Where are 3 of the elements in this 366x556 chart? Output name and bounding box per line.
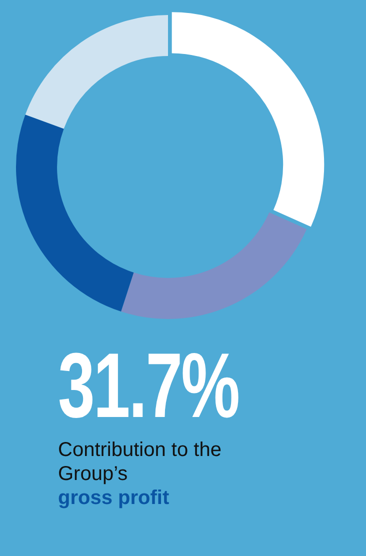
text: 31.7% bbox=[58, 335, 239, 437]
text: Contribution to the Group’s bbox=[58, 438, 222, 486]
text: gross profit bbox=[58, 486, 170, 510]
